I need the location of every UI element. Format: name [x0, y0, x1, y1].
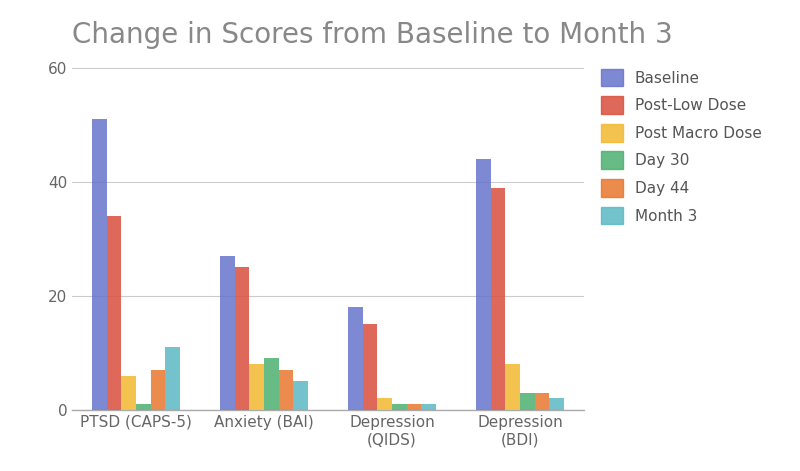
- Bar: [92, 119, 106, 410]
- Bar: [506, 364, 520, 410]
- Bar: [106, 216, 122, 410]
- Bar: [294, 382, 308, 410]
- Bar: [278, 370, 294, 410]
- Bar: [378, 398, 392, 410]
- Bar: [362, 325, 378, 410]
- Bar: [250, 364, 264, 410]
- Bar: [550, 398, 564, 410]
- Bar: [520, 393, 534, 410]
- Bar: [406, 404, 422, 410]
- Bar: [348, 307, 362, 410]
- Bar: [166, 347, 180, 410]
- Bar: [476, 159, 490, 410]
- Bar: [534, 393, 550, 410]
- Bar: [422, 404, 436, 410]
- Legend: Baseline, Post-Low Dose, Post Macro Dose, Day 30, Day 44, Month 3: Baseline, Post-Low Dose, Post Macro Dose…: [597, 64, 766, 229]
- Bar: [264, 358, 278, 410]
- Bar: [392, 404, 406, 410]
- Bar: [234, 268, 250, 410]
- Bar: [490, 187, 506, 410]
- Bar: [150, 370, 166, 410]
- Bar: [122, 375, 136, 410]
- Text: Change in Scores from Baseline to Month 3: Change in Scores from Baseline to Month …: [72, 21, 673, 49]
- Bar: [220, 256, 234, 410]
- Bar: [136, 404, 150, 410]
